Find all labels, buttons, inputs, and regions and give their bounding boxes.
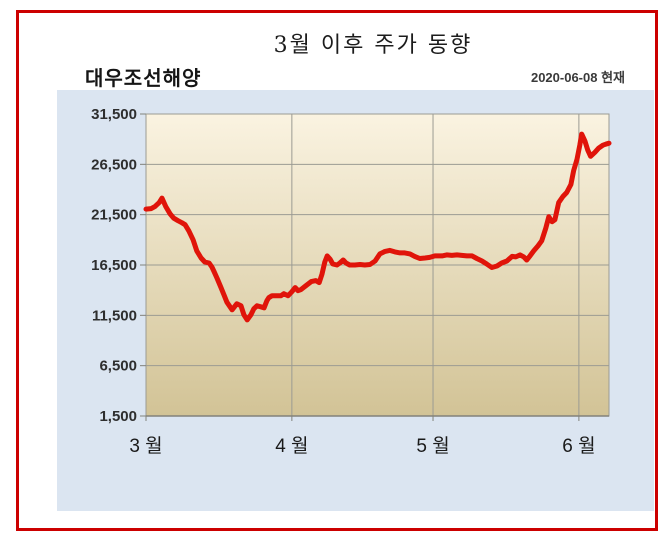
x-month-label: 5 월 xyxy=(416,435,449,457)
y-tick-label: 31,500 xyxy=(91,106,137,123)
chart-title: 3월 이후 주가 동향 xyxy=(273,33,473,58)
series-label: 대우조선해양 xyxy=(85,68,202,90)
price-series-line xyxy=(143,131,612,323)
red-frame: 3월 이후 주가 동향 대우조선해양 2020-06-08 현재 31,500 2… xyxy=(16,10,658,531)
y-tick-label: 1,500 xyxy=(99,408,137,425)
y-tick-label: 26,500 xyxy=(91,156,137,173)
y-tick-label: 16,500 xyxy=(91,257,137,274)
price-line-chart: 31,500 26,500 21,500 16,500 11,500 6,500 1,500… xyxy=(91,106,612,457)
as-of-date: 2020-06-08 현재 xyxy=(530,70,625,85)
y-tick-label: 21,500 xyxy=(91,207,137,224)
x-month-label: 4 월 xyxy=(275,435,308,457)
y-tick-label: 6,500 xyxy=(99,358,137,375)
x-month-label: 3 월 xyxy=(129,435,162,457)
chart-panel: 31,500 26,500 21,500 16,500 11,500 6,500 1,500… xyxy=(57,90,654,511)
y-tick-label: 11,500 xyxy=(92,307,137,324)
x-month-label: 6 월 xyxy=(562,435,595,457)
